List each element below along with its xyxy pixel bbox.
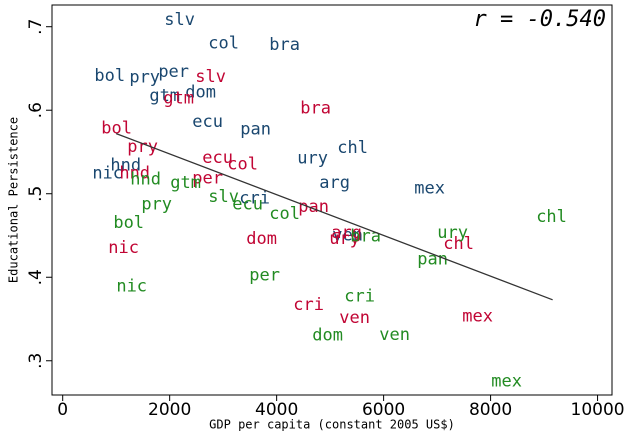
- point-label: nic: [116, 276, 147, 296]
- point-label: pan: [298, 197, 329, 217]
- x-axis-title: GDP per capita (constant 2005 US$): [209, 418, 455, 432]
- point-label: mex: [491, 372, 522, 392]
- point-label: ecu: [192, 112, 223, 132]
- point-label: chl: [337, 138, 368, 158]
- point-label: bra: [300, 99, 331, 119]
- point-label: mex: [462, 306, 493, 326]
- point-label: cri: [239, 189, 270, 209]
- point-label: pan: [417, 250, 448, 270]
- point-label: bra: [269, 35, 300, 55]
- point-label: gtm: [170, 173, 201, 193]
- point-label: ven: [339, 308, 370, 328]
- point-label: ury: [437, 223, 468, 243]
- point-label: mex: [414, 179, 445, 199]
- fit-line: [115, 133, 553, 301]
- point-label: pan: [240, 119, 271, 139]
- point-label: nic: [92, 164, 123, 184]
- x-tick-label: 6000: [362, 400, 405, 420]
- plot-frame: [51, 4, 613, 396]
- point-label: hnd: [110, 155, 141, 175]
- point-label: gtm: [149, 86, 180, 106]
- y-tick-label: .3: [26, 353, 46, 369]
- point-label: per: [192, 169, 223, 189]
- point-label: hnd: [130, 170, 161, 190]
- point-label: per: [158, 62, 189, 82]
- x-tick-label: 8000: [469, 400, 512, 420]
- point-label: bol: [94, 66, 125, 86]
- y-tick-label: .6: [26, 102, 46, 118]
- point-label: pry: [127, 137, 158, 157]
- point-label: col: [227, 155, 258, 175]
- point-label: hnd: [119, 164, 150, 184]
- x-tick-label: 4000: [255, 400, 298, 420]
- point-label: col: [208, 33, 239, 53]
- point-label: chl: [536, 207, 567, 227]
- point-label: ven: [379, 325, 410, 345]
- point-label: arg: [331, 223, 362, 243]
- point-label: nic: [108, 238, 139, 258]
- point-label: pry: [141, 195, 172, 215]
- point-label: ury: [297, 149, 328, 169]
- point-label: ven: [332, 225, 363, 245]
- point-label: bra: [350, 226, 381, 246]
- y-axis-title: Educational Persistence: [7, 117, 21, 283]
- point-label: cri: [293, 295, 324, 315]
- point-label: ecu: [202, 148, 233, 168]
- y-tick-label: .7: [26, 19, 46, 35]
- point-label: slv: [164, 10, 195, 30]
- x-tick-label: 10000: [571, 400, 624, 420]
- point-label: slv: [195, 67, 226, 87]
- point-label: per: [249, 266, 280, 286]
- y-tick-label: .4: [26, 269, 46, 285]
- point-label: col: [269, 204, 300, 224]
- point-label: chl: [443, 234, 474, 254]
- point-label: dom: [246, 229, 277, 249]
- point-label: dom: [185, 83, 216, 103]
- x-tick-label: 2000: [148, 400, 191, 420]
- x-tick-label: 0: [57, 400, 68, 420]
- point-label: dom: [312, 326, 343, 346]
- y-tick-label: .5: [26, 186, 46, 202]
- point-label: gtm: [163, 89, 194, 109]
- point-label: pry: [129, 68, 160, 88]
- annotation: r = -0.540: [474, 7, 606, 32]
- point-label: slv: [208, 187, 239, 207]
- point-label: arg: [319, 173, 350, 193]
- point-label: bol: [101, 119, 132, 139]
- point-label: ecu: [232, 195, 263, 215]
- point-label: cri: [344, 286, 375, 306]
- point-label: ury: [329, 229, 360, 249]
- point-label: bol: [113, 213, 144, 233]
